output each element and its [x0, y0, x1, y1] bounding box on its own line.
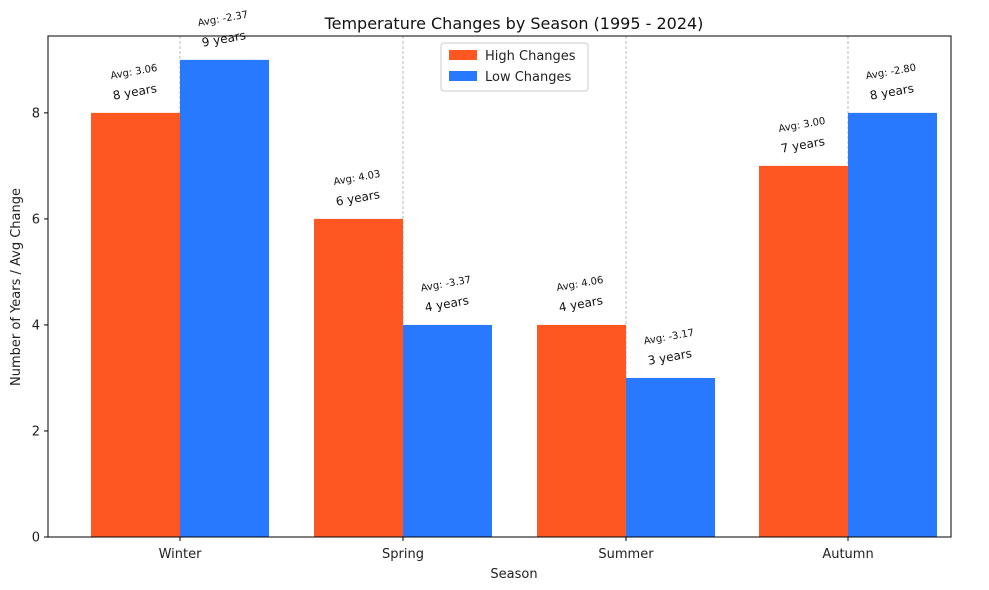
bar-avg-label: Avg: -2.80	[865, 63, 917, 83]
bar-avg-label: Avg: 4.03	[333, 169, 382, 188]
legend-box	[440, 42, 589, 92]
bar-count-label: 8 years	[112, 81, 158, 103]
bar-count-label: 4 years	[558, 293, 604, 315]
x-axis-label: Season	[490, 567, 537, 582]
bar-high-changes	[91, 112, 180, 537]
legend-swatch-high	[449, 50, 477, 60]
bar-low-changes	[403, 324, 492, 537]
bar-avg-label: Avg: -3.37	[420, 275, 472, 295]
x-tick-label: Winter	[159, 547, 203, 562]
bar-avg-label: Avg: -2.37	[197, 10, 249, 30]
plot-frame	[47, 35, 952, 538]
chart-title: Temperature Changes by Season (1995 - 20…	[324, 14, 704, 33]
bar-count-label: 6 years	[335, 187, 381, 209]
legend-label-low: Low Changes	[485, 70, 572, 85]
bar-high-changes	[537, 324, 626, 537]
y-tick-label: 2	[32, 424, 40, 439]
bar-low-changes	[848, 112, 937, 537]
y-tick-label: 0	[32, 531, 40, 546]
bar-low-changes	[180, 59, 269, 537]
x-tick-label: Spring	[382, 547, 424, 562]
legend-label-high: High Changes	[485, 49, 576, 64]
bar-avg-label: Avg: -3.17	[643, 328, 695, 348]
bar-count-label: 3 years	[647, 346, 693, 368]
bar-low-changes	[626, 377, 715, 537]
bar-count-label: 7 years	[780, 134, 826, 156]
bar-avg-label: Avg: 4.06	[556, 275, 605, 294]
bar-avg-label: Avg: 3.06	[110, 63, 159, 82]
legend: High Changes Low Changes	[440, 42, 589, 92]
bar-avg-label: Avg: 3.00	[778, 116, 827, 135]
y-tick-label: 6	[32, 212, 40, 227]
legend-swatch-low	[449, 71, 477, 81]
bar-count-label: 9 years	[201, 28, 247, 50]
y-axis-label: Number of Years / Avg Change	[9, 188, 24, 386]
bar-count-label: 8 years	[869, 81, 915, 103]
x-tick-label: Autumn	[822, 547, 873, 562]
y-tick-label: 8	[32, 106, 40, 121]
y-tick-label: 4	[32, 318, 40, 333]
bar-count-label: 4 years	[424, 293, 470, 315]
bar-high-changes	[314, 218, 403, 537]
x-tick-label: Summer	[598, 547, 654, 562]
bar-high-changes	[759, 165, 848, 537]
